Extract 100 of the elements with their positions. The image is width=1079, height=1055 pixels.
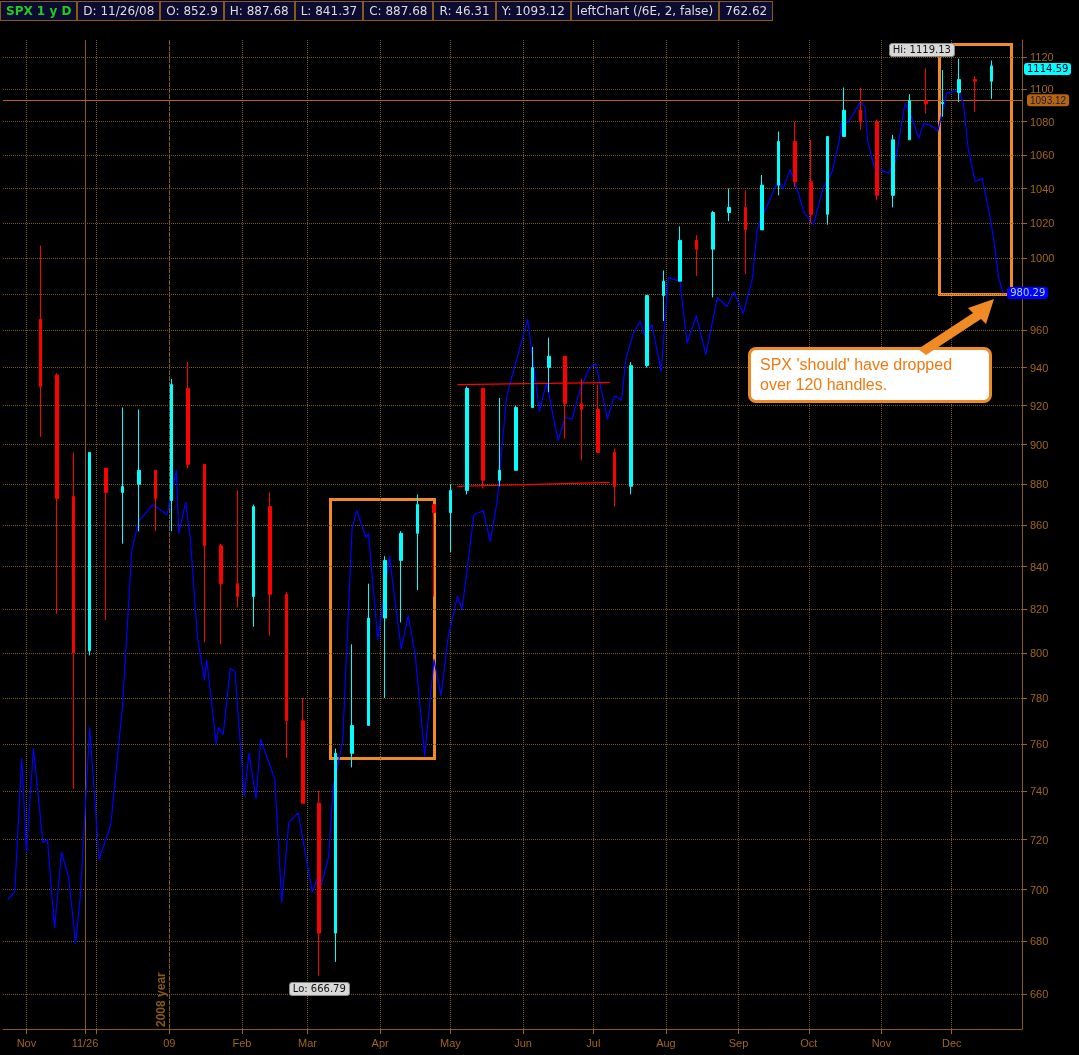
candlestick [268, 491, 272, 636]
candlestick [219, 543, 223, 645]
y-tick-label: 720 [1030, 833, 1049, 846]
candlestick [55, 372, 59, 615]
y-tick-label: 920 [1030, 399, 1049, 412]
x-tick-label: Dec [941, 1036, 962, 1049]
candlestick [39, 245, 42, 438]
candlestick [186, 361, 190, 469]
y-tick-label: 1080 [1030, 115, 1055, 128]
x-tick-label: Sep [728, 1036, 749, 1049]
y-tick-label: 860 [1030, 519, 1049, 532]
candlestick [629, 361, 633, 495]
y-tick-label: 1100 [1030, 83, 1054, 96]
candlestick [285, 591, 288, 759]
candlestick [711, 210, 715, 298]
candlestick [104, 467, 108, 621]
annotation: Lo: 666.79 [288, 981, 350, 996]
candlestick [449, 483, 452, 553]
candlestick [498, 397, 501, 487]
candlestick [957, 58, 961, 103]
candlestick [826, 136, 829, 226]
candlestick [859, 87, 862, 131]
candlestick [875, 119, 879, 201]
y-tick-label: 680 [1030, 934, 1049, 947]
x-tick-label: Aug [656, 1036, 676, 1049]
text: Y: 1093.12 [495, 1, 571, 21]
candlestick [350, 643, 354, 768]
candlestick [727, 188, 731, 222]
candlestick [547, 337, 551, 393]
x-tick-label: 11/26 [71, 1036, 99, 1049]
x-tick-label: Apr [371, 1036, 390, 1049]
candlestick [695, 234, 698, 277]
y-tick-label: 1000 [1030, 251, 1055, 264]
candlestick [72, 451, 75, 790]
x-tick-label: Oct [800, 1036, 818, 1049]
candlestick [990, 59, 993, 100]
y-tick-label: 740 [1030, 785, 1049, 798]
callout-box: SPX 'should' have dropped over 120 handles. [748, 347, 992, 403]
ref-line-label: 1093.12 [1030, 94, 1067, 106]
ref-line-label: 2008 year [154, 971, 169, 1027]
candlestick [416, 493, 419, 591]
candlestick [399, 530, 403, 623]
candlestick [383, 555, 387, 699]
candlestick [678, 225, 682, 282]
y-tick-label: 1040 [1030, 182, 1055, 195]
text: D: 11/26/08 [77, 1, 161, 21]
candlestick [301, 697, 305, 804]
candlestick [203, 463, 206, 643]
x-tick-label: May [440, 1036, 462, 1049]
y-tick-label: 1120 [1030, 51, 1054, 64]
y-tick-label: 900 [1030, 438, 1049, 451]
candlestick [88, 451, 91, 656]
candlestick [891, 134, 895, 208]
y-tick-label: 940 [1030, 361, 1049, 374]
y-tick-label: 780 [1030, 691, 1049, 704]
y-tick-label: 700 [1030, 883, 1049, 896]
candlestick [744, 189, 747, 275]
candlestick [367, 583, 370, 726]
text: 762.62 [719, 1, 774, 21]
y-tick-label: 660 [1030, 987, 1049, 1000]
text: 1114.59 [1027, 63, 1069, 75]
candlestick [613, 448, 616, 508]
text: leftChart (/6E, 2, false) [570, 1, 720, 21]
y-tick-label: 1060 [1030, 148, 1055, 161]
text: L: 841.37 [294, 1, 364, 21]
candlestick [514, 405, 518, 471]
text: H: 887.68 [223, 1, 295, 21]
candlestick [236, 489, 239, 608]
candlestick [154, 469, 157, 532]
annotation: Hi: 1119.13 [888, 42, 955, 57]
x-tick-label: Jul [586, 1036, 601, 1049]
text: R: 46.31 [433, 1, 496, 21]
candlestick [973, 75, 977, 113]
candlestick [793, 121, 797, 188]
candlestick [908, 93, 911, 141]
line-series [7, 90, 1004, 945]
candlestick [137, 408, 141, 532]
x-tick-label: Nov [871, 1036, 892, 1049]
candlestick [465, 385, 469, 495]
candlestick [531, 346, 534, 409]
candlestick [170, 378, 173, 532]
candlestick [317, 790, 321, 977]
text: O: 852.9 [160, 1, 224, 21]
y-tick-label: 960 [1030, 324, 1049, 337]
candlestick [596, 384, 600, 453]
data-label: 980.29 [1007, 287, 1049, 300]
candlestick [121, 407, 124, 545]
y-tick-label: 880 [1030, 478, 1049, 491]
candlestick [645, 295, 649, 369]
y-tick-label: 820 [1030, 603, 1049, 616]
x-tick-label: Mar [298, 1036, 318, 1049]
candlestick [252, 504, 255, 628]
y-tick-label: 840 [1030, 560, 1049, 573]
candlestick [760, 174, 764, 231]
candlestick [334, 748, 337, 963]
y-tick-label: 760 [1030, 737, 1049, 750]
candlestick [809, 139, 813, 224]
text: C: 887.68 [363, 1, 434, 21]
y-tick-label: 1020 [1030, 216, 1055, 229]
candlestick [432, 504, 436, 597]
